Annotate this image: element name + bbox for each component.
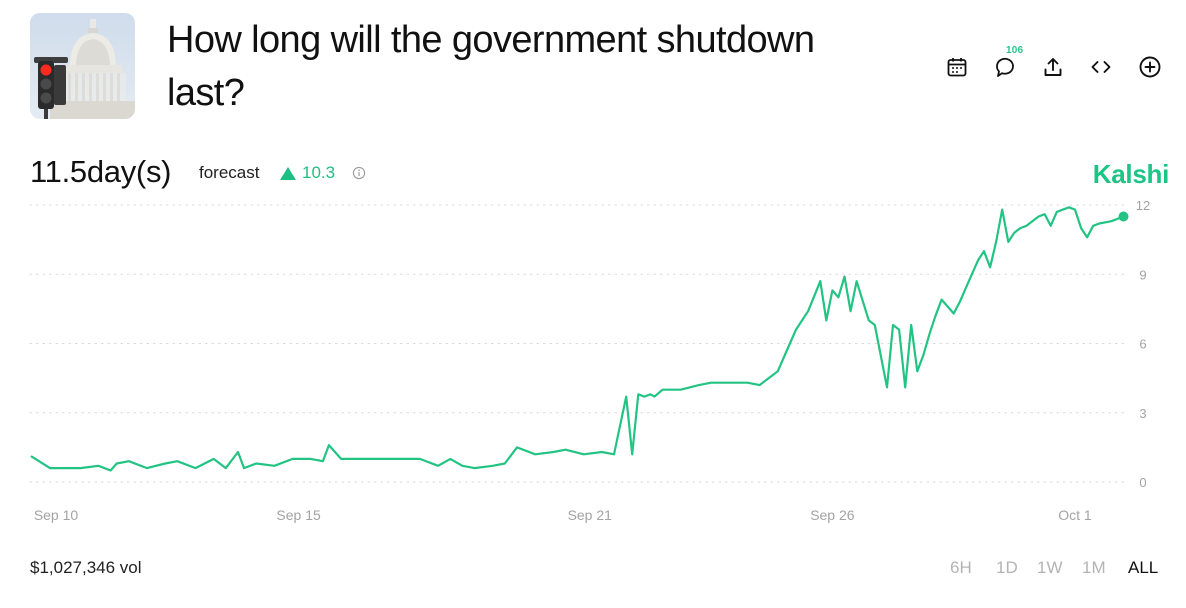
range-1w[interactable]: 1W — [1037, 558, 1063, 577]
x-tick-label: Sep 15 — [276, 507, 321, 523]
x-tick-label: Sep 10 — [34, 507, 79, 523]
range-all[interactable]: ALL — [1128, 558, 1159, 577]
market-image[interactable] — [30, 13, 135, 119]
range-1d[interactable]: 1D — [996, 558, 1018, 577]
share-button[interactable] — [1038, 52, 1068, 82]
x-tick-label: Sep 21 — [568, 507, 613, 523]
y-tick-label: 12 — [1136, 198, 1150, 213]
forecast-change: 10.3 — [280, 162, 335, 184]
arrow-up-icon — [280, 166, 296, 180]
change-value: 10.3 — [302, 163, 336, 182]
y-tick-label: 0 — [1139, 475, 1146, 490]
share-icon — [1044, 58, 1062, 76]
series-line — [30, 206, 1125, 472]
add-button[interactable] — [1135, 52, 1165, 82]
volume-label: $1,027,346 vol — [30, 558, 142, 577]
y-tick-label: 6 — [1139, 337, 1146, 352]
embed-icon — [1091, 61, 1111, 73]
brand-logo[interactable]: Kalshi — [1092, 159, 1170, 189]
comment-icon — [996, 57, 1014, 77]
calendar-button[interactable] — [942, 52, 972, 82]
range-6h[interactable]: 6H — [950, 558, 972, 577]
forecast-value: 11.5day(s) — [30, 154, 172, 189]
y-tick-label: 9 — [1139, 267, 1146, 282]
embed-button[interactable] — [1086, 52, 1116, 82]
forecast-label: forecast — [199, 163, 260, 182]
comments-button[interactable]: 106 — [990, 45, 1023, 82]
info-icon[interactable] — [352, 166, 366, 180]
y-tick-label: 3 — [1139, 406, 1146, 421]
comment-count: 106 — [1006, 45, 1024, 56]
capitol-image — [30, 13, 135, 119]
x-tick-label: Oct 1 — [1058, 507, 1092, 523]
current-value-dot — [1118, 211, 1129, 222]
x-tick-label: Sep 26 — [810, 507, 855, 523]
add-icon — [1139, 56, 1161, 78]
range-1m[interactable]: 1M — [1082, 558, 1106, 577]
market-title: How long will the government shutdown la… — [167, 19, 815, 114]
calendar-icon — [947, 58, 967, 77]
